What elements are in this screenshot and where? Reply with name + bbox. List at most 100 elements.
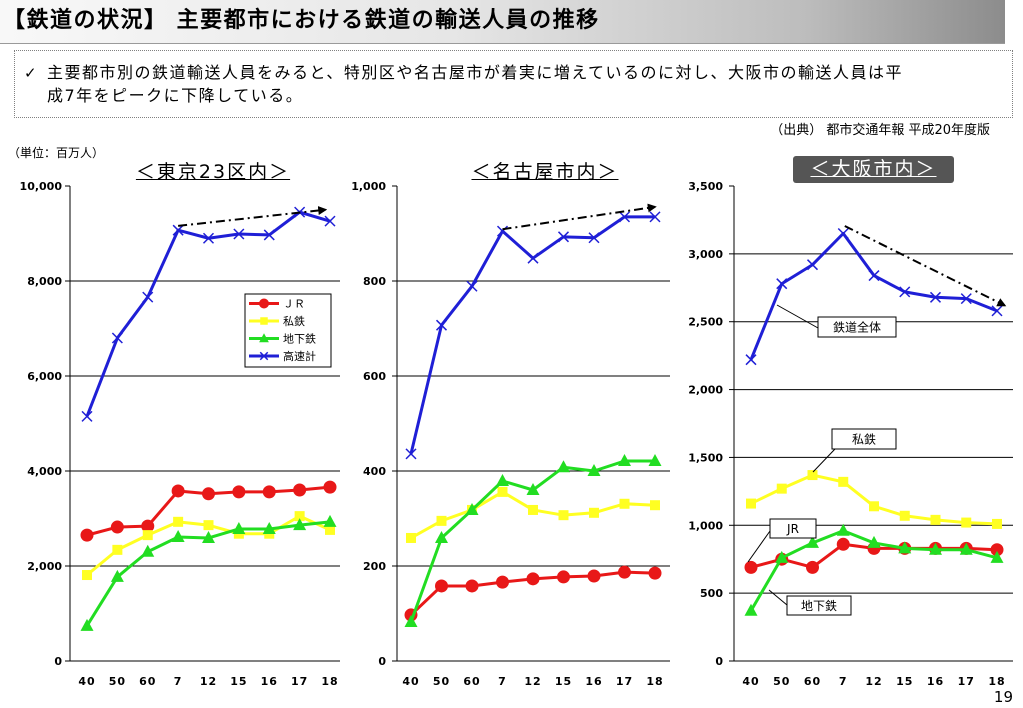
total-point — [324, 215, 336, 227]
private-railway-point — [930, 514, 941, 525]
jr-point — [293, 483, 307, 497]
x-marker-stroke — [263, 229, 275, 241]
x-tick-label: 7 — [839, 675, 848, 688]
jr-point — [648, 566, 662, 580]
chart-tokyo: 0 2,000 4,000 6,000 8,000 10,000 40 50 60 7 12 15 16… — [20, 180, 340, 688]
total-point — [806, 259, 819, 271]
x-marker-stroke — [142, 291, 154, 303]
legend-swatch-marker — [259, 298, 269, 309]
private-railway-point — [82, 570, 92, 581]
source-note: （出典） 都市交通年報 平成20年度版 — [770, 123, 990, 138]
private-railway-point — [807, 470, 818, 481]
x-tick-label: 17 — [616, 675, 633, 688]
subway-point — [775, 550, 789, 563]
x-marker-stroke — [111, 332, 123, 344]
callout-label: 地下鉄 — [801, 598, 837, 613]
x-marker-stroke — [837, 227, 849, 240]
callout-subway: 地下鉄 — [768, 589, 852, 616]
x-tick-label: 50 — [773, 675, 790, 688]
legend-swatch-marker — [259, 333, 269, 343]
total-series — [745, 227, 1003, 366]
x-tick-label: 15 — [896, 675, 913, 688]
subway-point — [232, 521, 246, 534]
private-railway-point — [650, 500, 660, 511]
legend-label: 高速計 — [283, 349, 316, 363]
subway-point — [929, 542, 942, 555]
jr-point — [202, 487, 215, 501]
callout-box — [786, 595, 852, 616]
jr-point — [435, 579, 448, 593]
total-point — [588, 232, 600, 244]
x-tick-label: 16 — [927, 675, 944, 688]
subway-point — [141, 544, 155, 557]
private-railway-point — [294, 511, 305, 522]
legend-label: 私鉄 — [283, 314, 305, 328]
x-tick-label: 16 — [585, 675, 602, 688]
total-point — [929, 291, 942, 303]
chart-title-tokyo: ＜東京23区内＞ — [135, 161, 291, 183]
x-marker-stroke — [618, 211, 631, 223]
total-point — [263, 229, 275, 241]
total-point — [496, 225, 509, 237]
x-tick-label: 50 — [433, 675, 450, 688]
subway-point — [171, 530, 185, 543]
total-point — [527, 252, 539, 264]
private-railway-point — [558, 510, 569, 521]
callout-jr: JR — [747, 518, 817, 563]
x-marker-stroke — [776, 278, 788, 290]
trend-arrow — [178, 206, 328, 227]
callout-total: 鉄道全体 — [776, 304, 897, 338]
subway-point — [110, 569, 124, 582]
summary-box: ✓ 主要都市別の鉄道輸送人員をみると、特別区や名古屋市が着実に増えているのに対し… — [14, 50, 1013, 118]
x-tick-label: 17 — [291, 675, 308, 688]
title-bar: 【鉄道の状況】 主要都市における鉄道の輸送人員の推移 — [0, 0, 1005, 44]
subway-point — [618, 454, 631, 467]
x-tick-label: 60 — [804, 675, 821, 688]
jr-point — [110, 520, 124, 534]
y-tick-label: 800 — [363, 275, 386, 288]
x-tick-label: 15 — [555, 675, 572, 688]
check-icon: ✓ — [24, 64, 37, 82]
total-point — [960, 293, 972, 305]
x-tick-label: 12 — [524, 675, 541, 688]
total-line — [409, 215, 655, 455]
trend-arrow — [502, 203, 657, 231]
jr-point — [262, 485, 276, 499]
x-tick-label: 18 — [988, 675, 1005, 688]
x-marker-stroke — [81, 410, 93, 422]
x-marker-stroke — [435, 319, 448, 331]
x-marker-stroke — [405, 448, 417, 460]
private-railway-point — [838, 476, 849, 487]
y-tick-label: 1,000 — [351, 180, 386, 193]
private-railway-point — [869, 501, 879, 512]
total-point — [435, 319, 448, 331]
y-tick-label: 0 — [378, 655, 386, 668]
total-point — [776, 278, 788, 290]
subway-point — [744, 603, 758, 616]
jr-point — [526, 572, 540, 586]
private-railway-point — [325, 524, 335, 535]
x-marker-stroke — [899, 286, 911, 298]
y-tick-label: 8,000 — [27, 275, 62, 288]
x-marker-stroke — [202, 232, 215, 244]
summary-line: 成7年をピークに下降している。 — [47, 86, 304, 105]
total-point — [557, 231, 570, 243]
jr-point — [232, 485, 246, 499]
jr-point — [171, 484, 185, 498]
total-point — [466, 280, 478, 292]
subway-point — [262, 521, 276, 534]
x-tick-label: 18 — [321, 675, 338, 688]
x-marker-stroke — [557, 231, 570, 243]
x-marker-stroke — [527, 252, 539, 264]
jr-point — [465, 579, 479, 593]
y-tick-label: 2,000 — [27, 560, 62, 573]
legend-swatch-marker — [260, 317, 268, 325]
subway-point — [836, 523, 850, 536]
y-tick-label: 400 — [363, 465, 386, 478]
x-marker-stroke — [588, 232, 600, 244]
legend-label: ＪＲ — [283, 298, 305, 311]
total-line — [749, 232, 998, 361]
private-railway-point — [961, 517, 972, 528]
